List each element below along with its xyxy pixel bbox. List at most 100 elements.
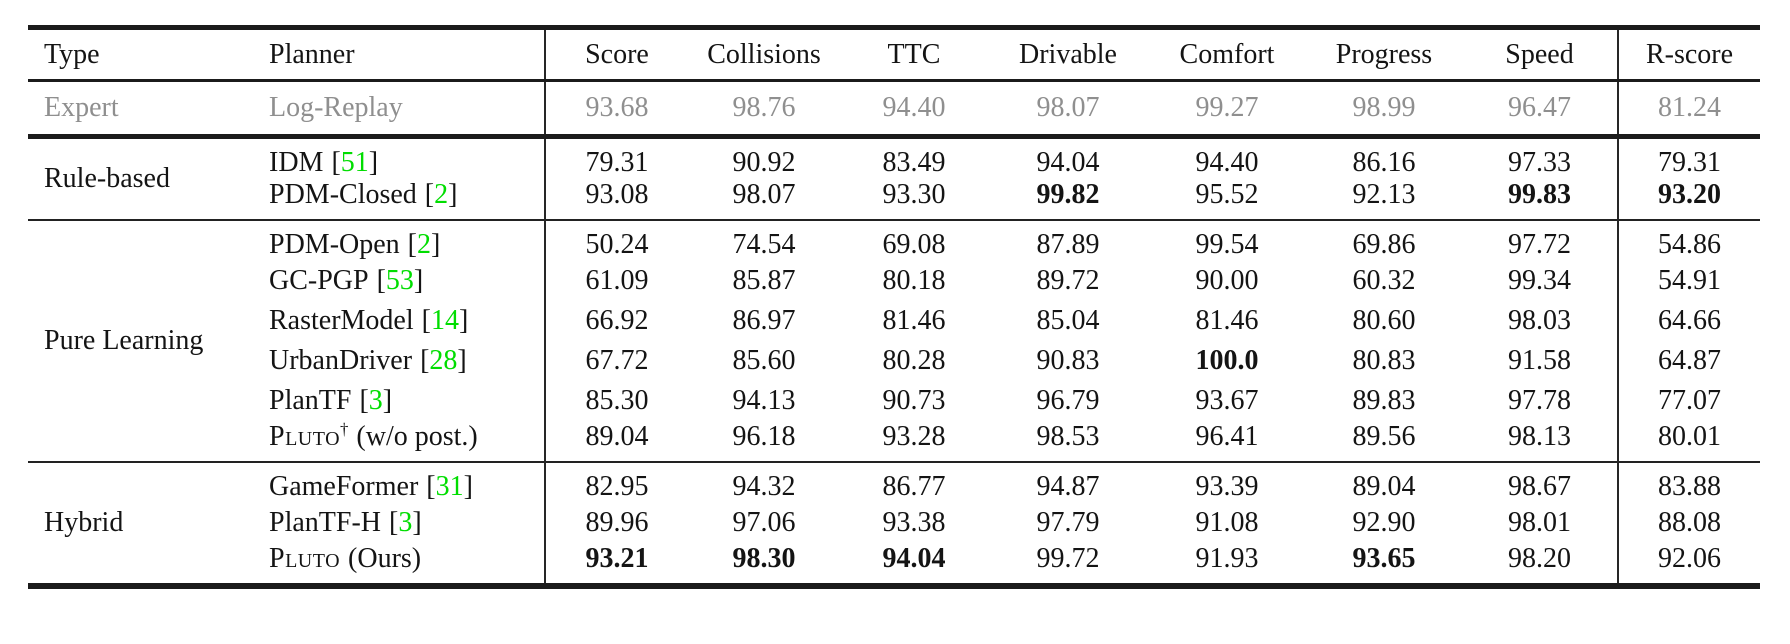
table-row: Pluto† (w/o post.) 89.04 96.18 93.28 98.53 96.… (28, 421, 1760, 462)
citation-bracket-open: [ (376, 265, 386, 296)
metric-value: 94.13 (732, 385, 796, 416)
table-row: PDM-Closed [2] 93.08 98.07 93.30 99.82 95.52 92… (28, 179, 1760, 220)
metric-value: 99.54 (1195, 229, 1259, 260)
metric-value: 98.03 (1508, 305, 1571, 336)
citation-bracket-close: ] (412, 507, 422, 538)
citation-number: 14 (430, 305, 459, 336)
metric-value: 97.33 (1508, 147, 1571, 178)
metric-value: 89.56 (1352, 421, 1416, 452)
metric-value: 98.53 (1036, 421, 1100, 452)
planner-name: Pluto (269, 543, 341, 574)
planner-cell: GC-PGP [53] (263, 261, 545, 301)
metric-value: 92.06 (1617, 543, 1760, 586)
group-label: Rule-based (44, 163, 170, 194)
metric-value: 99.34 (1508, 265, 1571, 296)
citation-number: 2 (417, 229, 431, 260)
metric-value: 89.72 (1036, 265, 1100, 296)
planner-cell: Log-Replay (263, 81, 545, 137)
metric-value: 97.78 (1508, 385, 1571, 416)
metric-value: 90.83 (1036, 345, 1100, 376)
group-label: Pure Learning (44, 325, 204, 356)
metric-value: 60.32 (1352, 265, 1416, 296)
citation: [3] (389, 507, 422, 538)
column-header-ttc: TTC (840, 27, 988, 82)
table-row: RasterModel [14] 66.92 86.97 81.46 85.04 81.46… (28, 301, 1760, 341)
citation: [51] (331, 147, 378, 178)
citation-number: 28 (429, 345, 458, 376)
metric-value: 86.16 (1352, 147, 1416, 178)
group-hybrid: Hybrid GameFormer [31] 82.95 94.32 86.77 94.87… (28, 462, 1760, 586)
citation-bracket-open: [ (407, 229, 417, 260)
citation-bracket-open: [ (426, 471, 436, 502)
planner-name: UrbanDriver (269, 345, 413, 376)
planner-cell: PDM-Open [2] (263, 220, 545, 261)
metric-value: 90.73 (882, 385, 946, 416)
metric-value: 88.08 (1617, 503, 1760, 543)
metric-value: 97.72 (1508, 229, 1571, 260)
column-header-score: Score (544, 27, 688, 82)
planner-cell: Pluto† (w/o post.) (263, 421, 545, 462)
metric-value: 93.20 (1617, 179, 1760, 220)
metric-value: 93.21 (544, 543, 688, 586)
metric-value: 80.28 (882, 345, 946, 376)
metric-value: 94.87 (1036, 471, 1100, 502)
metric-value: 100.0 (1195, 345, 1259, 376)
metric-value: 80.83 (1352, 345, 1416, 376)
metric-value: 54.86 (1617, 220, 1760, 261)
citation-bracket-close: ] (431, 229, 441, 260)
metric-value: 85.30 (544, 381, 688, 421)
metric-value: 94.40 (1195, 147, 1259, 178)
planner-suffix: (w/o post.) (356, 421, 478, 452)
metric-value: 50.24 (544, 220, 688, 261)
table-header: Type Planner Score Collisions TTC Drivable Com… (28, 27, 1760, 82)
column-header-collisions: Collisions (688, 27, 840, 82)
citation: [2] (408, 229, 441, 260)
planner-cell: UrbanDriver [28] (263, 341, 545, 381)
metric-value: 98.20 (1508, 543, 1571, 574)
metric-value: 87.89 (1036, 229, 1100, 260)
table-row: Hybrid GameFormer [31] 82.95 94.32 86.77 94.87… (28, 462, 1760, 538)
group-label: Expert (44, 92, 119, 123)
metric-value: 74.54 (732, 229, 796, 260)
metric-value: 86.97 (732, 305, 796, 336)
citation-bracket-open: [ (421, 305, 431, 336)
citation: [31] (426, 471, 473, 502)
metric-value: 69.86 (1352, 229, 1416, 260)
table-row: GC-PGP [53] 61.09 85.87 80.18 89.72 90.00 60.32… (28, 261, 1760, 301)
metric-value: 94.04 (882, 543, 946, 574)
citation: [53] (377, 265, 424, 296)
table-row: Expert Log-Replay 93.68 98.76 94.40 98.07 99.2… (28, 80, 1760, 137)
planner-name: Log-Replay (269, 92, 403, 123)
metric-value: 80.01 (1617, 421, 1760, 462)
planner-cell: PlanTF [3] (263, 381, 545, 421)
metric-value: 61.09 (544, 261, 688, 301)
metric-value: 64.66 (1617, 301, 1760, 341)
citation-bracket-close: ] (382, 385, 393, 416)
metric-value: 91.93 (1195, 543, 1259, 574)
column-header-progress: Progress (1306, 27, 1462, 82)
planner-suffix: (Ours) (348, 543, 422, 574)
metric-value: 69.08 (882, 229, 946, 260)
table-row: Pure Learning PDM-Open [2] 50.24 74.54 69.08 8… (28, 220, 1760, 356)
planner-cell: PlanTF-H [3] (263, 503, 545, 543)
citation-number: 2 (434, 179, 449, 210)
planner-name: PDM-Open (269, 229, 400, 260)
metric-value: 85.87 (732, 265, 796, 296)
citation-bracket-open: [ (389, 507, 399, 538)
metric-value: 97.79 (1036, 507, 1100, 538)
paper-table-figure: Type Planner Score Collisions TTC Drivable Com… (28, 25, 1760, 589)
citation: [3] (359, 385, 392, 416)
metric-value: 77.07 (1617, 381, 1760, 421)
metric-value: 81.46 (882, 305, 946, 336)
citation-bracket-close: ] (463, 471, 473, 502)
metric-value: 67.72 (544, 341, 688, 381)
citation-bracket-open: [ (359, 385, 369, 416)
metric-value: 98.30 (732, 543, 796, 574)
planner-name: GameFormer (269, 471, 419, 502)
column-header-r-score: R-score (1617, 27, 1760, 82)
metric-value: 89.04 (544, 421, 688, 462)
metric-value: 94.32 (732, 471, 796, 502)
table-row: PlanTF [3] 85.30 94.13 90.73 96.79 93.67 89.83 9… (28, 381, 1760, 421)
citation-number: 3 (398, 507, 413, 538)
citation-bracket-close: ] (413, 265, 424, 296)
